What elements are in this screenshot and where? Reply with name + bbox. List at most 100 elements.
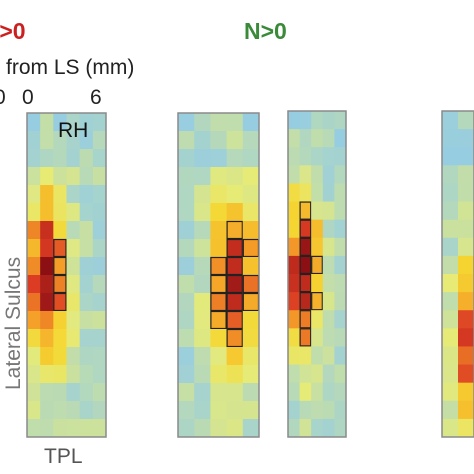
heatmap-cell <box>288 274 300 293</box>
heatmap-cell <box>311 129 324 148</box>
significant-cell-outline <box>299 310 312 329</box>
heatmap-cell <box>322 364 335 384</box>
heatmap-cell <box>288 255 300 275</box>
heatmap-cell <box>66 185 81 204</box>
heatmap-cell <box>322 418 335 438</box>
heatmap-cell <box>178 365 195 384</box>
heatmap-cell <box>40 401 54 420</box>
heatmap-cell <box>92 365 107 384</box>
heatmap-cell <box>288 129 300 148</box>
heatmap-cell <box>226 329 244 348</box>
heatmap-cell <box>194 149 211 168</box>
heatmap-cell <box>27 149 41 168</box>
heatmap-cell <box>194 365 211 384</box>
significant-cell-outline <box>53 292 67 312</box>
heatmap-cell <box>334 292 347 311</box>
heatmap-cell <box>178 383 195 402</box>
heatmap-cell <box>442 237 459 257</box>
heatmap-cell <box>66 149 81 168</box>
heatmap-cell <box>27 275 41 294</box>
heatmap-cell <box>311 382 324 402</box>
heatmap-cell <box>311 346 324 365</box>
heatmap-cell <box>311 219 324 239</box>
heatmap-cell <box>288 165 300 184</box>
heatmap-cell <box>178 185 195 204</box>
significant-cell-outline <box>311 255 323 275</box>
heatmap-cell <box>322 400 335 420</box>
heatmap-cell <box>79 239 94 258</box>
heatmap-cell <box>334 346 347 365</box>
significant-cell-outline <box>299 273 312 293</box>
heatmap-cell <box>242 365 260 384</box>
heatmap-cell <box>66 131 81 150</box>
heatmap-cell <box>226 347 244 366</box>
heatmap-cell <box>311 111 324 130</box>
heatmap-cell <box>53 275 67 294</box>
heatmap-cell <box>92 275 107 294</box>
heatmap-cell <box>299 147 312 166</box>
panel-border <box>441 110 474 438</box>
heatmap-cell <box>92 329 107 348</box>
heatmap-cell <box>92 131 107 150</box>
heatmap-cell <box>334 310 347 329</box>
heatmap-cell <box>210 419 227 438</box>
heatmap-cell <box>92 293 107 312</box>
heatmap-cell <box>194 311 211 330</box>
heatmap-cell <box>322 201 335 221</box>
heatmap-cell <box>53 221 67 240</box>
heatmap-cell <box>40 167 54 186</box>
heatmap-cell <box>334 165 347 184</box>
side-axis-label: Lateral Sulcus <box>2 256 25 390</box>
heatmap-cell <box>442 274 459 293</box>
significant-cell-outline <box>53 238 67 258</box>
heatmap-cell <box>27 239 41 258</box>
heatmap-cell <box>299 418 312 438</box>
heatmap-cell <box>334 400 347 420</box>
significant-cell-outline <box>299 237 312 256</box>
significant-cell-outline <box>226 310 243 330</box>
significant-cell-outline <box>210 256 227 276</box>
heatmap-cell <box>40 203 54 222</box>
heatmap-cell <box>226 221 244 240</box>
heatmap-cell <box>299 183 312 202</box>
heatmap-cell <box>79 365 94 384</box>
heatmap-cell <box>299 382 312 402</box>
heatmap-cell <box>27 347 41 366</box>
heatmap-cell <box>288 147 300 166</box>
heatmap-cell <box>442 418 459 438</box>
heatmap-cell <box>210 185 227 204</box>
heatmap-cell <box>242 149 260 168</box>
heatmap-cell <box>242 275 260 294</box>
heatmap-cell <box>53 113 67 132</box>
heatmap-cell <box>194 185 211 204</box>
heatmap-cell <box>79 401 94 420</box>
heatmap-cell <box>442 382 459 402</box>
heatmap-cell <box>288 346 300 365</box>
heatmap-cell <box>458 165 474 184</box>
heatmap-cell <box>242 419 260 438</box>
heatmap-cell <box>40 293 54 312</box>
heatmap-cell <box>334 183 347 202</box>
heatmap-cell <box>334 219 347 239</box>
heatmap-cell <box>194 167 211 186</box>
heatmap-cell <box>242 185 260 204</box>
heatmap-cell <box>194 221 211 240</box>
heatmap-cell <box>210 293 227 312</box>
heatmap-cell <box>322 255 335 275</box>
heatmap-cell <box>194 329 211 348</box>
heatmap-cell <box>79 329 94 348</box>
heatmap-cell <box>334 237 347 257</box>
heatmap-cell <box>194 113 211 132</box>
heatmap-cell <box>442 183 459 202</box>
heatmap-cell <box>194 275 211 294</box>
heatmap-cell <box>210 365 227 384</box>
heatmap-cell <box>79 257 94 276</box>
heatmap-cell <box>210 401 227 420</box>
heatmap-cell <box>27 383 41 402</box>
heatmap-cell <box>288 237 300 257</box>
significant-cell-outline <box>226 238 243 258</box>
heatmap-cell <box>226 149 244 168</box>
heatmap-cell <box>79 311 94 330</box>
heatmap-cell <box>53 347 67 366</box>
heatmap-cell <box>40 185 54 204</box>
